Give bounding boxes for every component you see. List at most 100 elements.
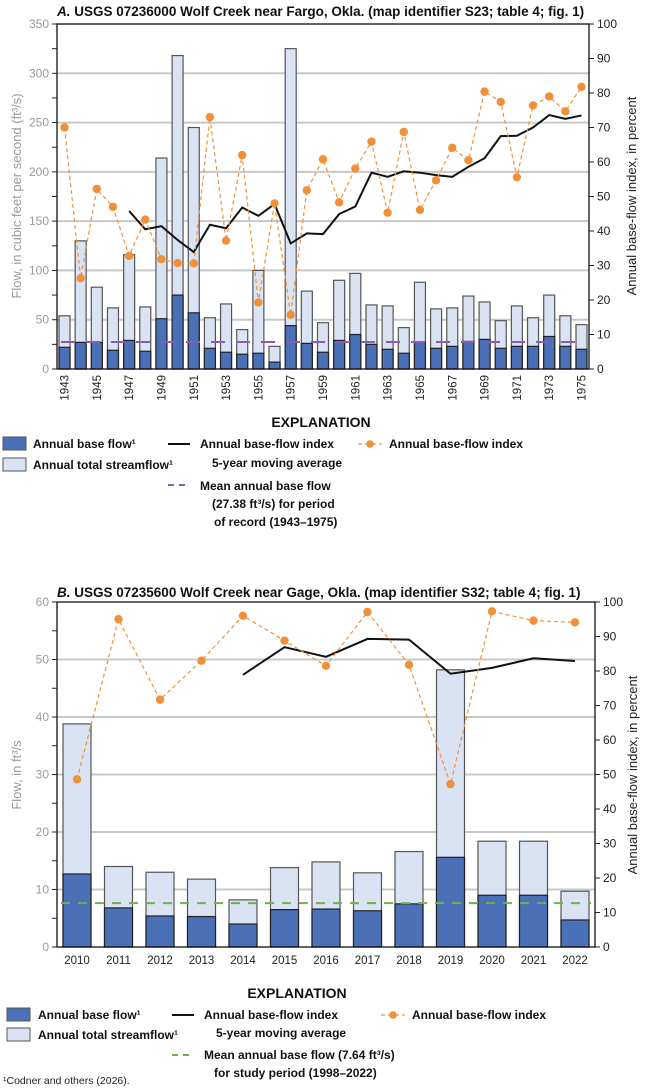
base-flow-index-point (321, 661, 331, 671)
bar-base-flow (219, 351, 233, 370)
right-tick-label: 40 (597, 224, 611, 238)
x-tick-label: 1961 (350, 375, 362, 401)
x-tick-label: 1965 (415, 375, 427, 401)
bar-base-flow (300, 342, 313, 370)
base-flow-index-line (63, 86, 583, 315)
right-tick-label: 10 (597, 328, 611, 342)
bar-base-flow (349, 333, 362, 370)
legend-a-base-flow-swatch (2, 436, 27, 451)
legend-a-moving-avg-label-2: 5-year moving average (212, 456, 342, 470)
bar-base-flow (462, 340, 475, 370)
base-flow-index-point (197, 656, 206, 665)
right-tick-label: 90 (603, 630, 617, 644)
chart-a-title-letter: A. (56, 4, 71, 19)
legend-b-mean-label-2: for study period (1998–2022) (214, 1066, 377, 1080)
right-tick-label: 70 (597, 121, 611, 135)
x-tick-label: 1963 (383, 375, 395, 401)
x-tick-label: 2020 (479, 955, 505, 967)
chart-b-y2-axis-label: Annual base-flow index, in percent (625, 675, 640, 874)
bar-base-flow (252, 352, 265, 370)
base-flow-index-point (72, 775, 82, 784)
bar-base-flow (381, 348, 394, 370)
x-tick-label: 1945 (92, 375, 104, 401)
moving-average-line (242, 637, 576, 676)
legend-b-base-flow-swatch (6, 1007, 31, 1022)
chart-b-gridlines (57, 658, 595, 891)
x-tick-label: 2018 (396, 955, 422, 967)
chart-b-legend: EXPLANATION Annual base flow¹ Annual tot… (6, 985, 546, 1080)
base-flow-index-point (529, 616, 538, 625)
left-tick-label: 200 (29, 165, 49, 179)
bar-base-flow (171, 294, 184, 370)
left-tick-label: 350 (29, 17, 49, 31)
right-tick-label: 60 (603, 733, 617, 747)
base-flow-index-point (60, 123, 69, 132)
chart-b: B. USGS 07235600 Wolf Creek near Gage, O… (9, 585, 640, 967)
x-tick-label: 2014 (230, 955, 256, 967)
bar-base-flow (58, 346, 71, 370)
base-flow-index-point (446, 779, 455, 789)
legend-b-heading: EXPLANATION (247, 985, 346, 1001)
bar-base-flow (203, 347, 217, 370)
footnote: ¹Codner and others (2026). (3, 1075, 130, 1087)
legend-a-mean-label-1: Mean annual base flow (200, 479, 331, 493)
base-flow-index-point (254, 298, 263, 307)
legend-b-total-streamflow-label: Annual total streamflow¹ (38, 1028, 178, 1042)
bar-base-flow (145, 915, 175, 948)
legend-a-base-flow-label: Annual base flow¹ (33, 437, 136, 451)
chart-b-title: B. USGS 07235600 Wolf Creek near Gage, O… (57, 585, 580, 600)
legend-b-moving-avg-label-1: Annual base-flow index (204, 1008, 338, 1022)
x-tick-label: 1975 (577, 375, 589, 401)
bar-base-flow (352, 910, 383, 948)
base-flow-index-point (286, 310, 295, 320)
base-flow-index-point (114, 615, 123, 624)
legend-a-total-streamflow-label: Annual total streamflow¹ (33, 458, 173, 472)
bar-base-flow (311, 908, 341, 948)
base-flow-index-point (221, 236, 231, 245)
base-flow-index-point (270, 199, 279, 208)
x-tick-label: 2010 (64, 955, 90, 967)
bar-base-flow (560, 919, 590, 948)
base-flow-index-point (363, 607, 372, 617)
left-tick-label: 50 (36, 653, 50, 667)
left-tick-label: 40 (36, 710, 50, 724)
bar-base-flow (62, 873, 92, 948)
right-tick-label: 80 (603, 664, 617, 678)
legend-b-index-label: Annual base-flow index (412, 1008, 546, 1022)
bar-base-flow (269, 909, 300, 948)
legend-a-total-streamflow-swatch (2, 457, 27, 472)
x-tick-label: 2012 (147, 955, 173, 967)
right-tick-label: 90 (597, 52, 611, 66)
chart-a-gridlines (57, 72, 589, 321)
x-tick-label: 1947 (124, 375, 136, 401)
bar-base-flow (155, 318, 168, 370)
x-tick-label: 1969 (480, 375, 492, 401)
chart-b-axes: 0 10 20 30 40 50 60 0 10 20 30 40 50 60 70 80 90 100 2010 2… (36, 595, 624, 967)
base-flow-index-point (480, 87, 489, 96)
left-tick-label: 250 (29, 116, 49, 130)
x-tick-label: 1955 (253, 375, 265, 401)
base-flow-index-point (448, 143, 457, 153)
bar-base-flow (186, 915, 217, 948)
left-tick-label: 300 (29, 66, 49, 80)
base-flow-index-point (464, 156, 473, 165)
x-tick-label: 2013 (189, 955, 215, 967)
base-flow-index-point (189, 259, 198, 268)
base-flow-index-point (577, 82, 586, 91)
legend-b-mean-label-1: Mean annual base flow (7.64 ft³/s) (204, 1048, 395, 1062)
base-flow-index-point (124, 251, 134, 261)
base-flow-index-point (141, 215, 150, 224)
x-tick-label: 1959 (318, 375, 330, 401)
x-tick-label: 1973 (544, 375, 556, 401)
legend-a-moving-avg-label-1: Annual base-flow index (200, 437, 334, 451)
bar-base-flow (413, 341, 427, 370)
left-tick-label: 10 (36, 883, 50, 897)
legend-b-moving-avg-label-2: 5-year moving average (216, 1026, 346, 1040)
legend-a-mean-label-3: of record (1943–1975) (214, 515, 337, 529)
right-tick-label: 40 (603, 802, 617, 816)
chart-a-lines (60, 82, 586, 320)
base-flow-index-point (431, 176, 441, 185)
left-tick-label: 30 (36, 768, 50, 782)
right-tick-label: 60 (597, 155, 611, 169)
